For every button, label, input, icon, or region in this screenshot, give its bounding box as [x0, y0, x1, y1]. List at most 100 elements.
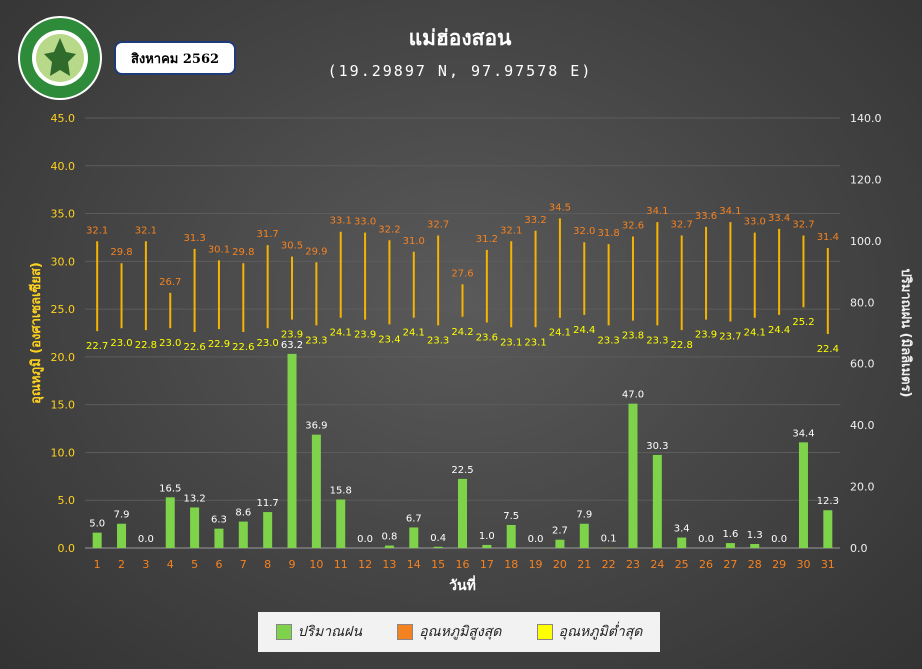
y-right-tick-label: 100.0 — [850, 235, 882, 248]
rain-bar — [652, 454, 662, 548]
tmin-value-label: 24.1 — [403, 328, 425, 339]
rain-value-label: 1.3 — [747, 530, 763, 541]
legend-item-tmin: อุณหภูมิต่ำสุด — [536, 621, 643, 643]
y-left-tick-label: 0.0 — [58, 542, 76, 555]
tmax-value-label: 31.2 — [476, 234, 498, 245]
rain-value-label: 0.0 — [771, 534, 787, 545]
tmax-value-label: 33.1 — [330, 216, 352, 227]
x-tick-label: 18 — [504, 558, 518, 571]
tmin-value-label: 22.6 — [232, 342, 254, 353]
tmin-value-label: 22.4 — [817, 344, 839, 355]
rain-value-label: 22.5 — [451, 465, 473, 476]
rain-bar — [506, 524, 516, 548]
legend-label-tmin: อุณหภูมิต่ำสุด — [558, 624, 643, 640]
rain-bar — [384, 545, 394, 548]
x-tick-label: 28 — [748, 558, 762, 571]
rain-bar — [750, 544, 760, 548]
x-tick-label: 3 — [142, 558, 149, 571]
x-tick-label: 5 — [191, 558, 198, 571]
tmin-value-label: 23.7 — [719, 332, 741, 343]
legend-label-tmax: อุณหภูมิสูงสุด — [419, 624, 502, 640]
tmin-value-label: 23.1 — [500, 337, 522, 348]
month-badge: สิงหาคม 2562 — [114, 41, 236, 75]
rain-bar — [117, 523, 127, 548]
tmax-value-label: 26.7 — [159, 277, 181, 288]
rain-bar — [190, 507, 200, 548]
legend-item-rain: ปริมาณฝน — [275, 621, 362, 643]
tmax-value-label: 27.6 — [451, 268, 473, 279]
tmax-value-label: 32.1 — [135, 225, 157, 236]
tmin-value-label: 22.8 — [135, 340, 157, 351]
tmin-value-label: 23.9 — [281, 330, 303, 341]
rain-bar — [92, 532, 102, 548]
tmax-value-label: 32.6 — [622, 220, 644, 231]
tmin-value-label: 22.9 — [208, 339, 230, 350]
chart-subtitle: (19.29897 N, 97.97578 E) — [327, 62, 593, 80]
rain-bar — [677, 537, 687, 548]
x-tick-label: 9 — [289, 558, 296, 571]
y-right-axis-title: ปริมาณฝน (มิลลิเมตร) — [898, 268, 913, 397]
tmax-value-label: 33.2 — [524, 215, 546, 226]
rain-bar — [214, 528, 224, 548]
rain-value-label: 11.7 — [257, 498, 279, 509]
y-left-tick-label: 15.0 — [51, 399, 76, 412]
y-right-tick-label: 60.0 — [850, 358, 875, 371]
rain-value-label: 30.3 — [646, 441, 668, 452]
y-right-tick-label: 140.0 — [850, 112, 882, 125]
rain-value-label: 63.2 — [281, 340, 303, 351]
tmax-value-label: 32.7 — [427, 220, 449, 231]
x-tick-label: 2 — [118, 558, 125, 571]
x-tick-label: 27 — [723, 558, 737, 571]
rain-value-label: 7.9 — [576, 510, 592, 521]
rain-value-label: 36.9 — [305, 421, 327, 432]
tmin-value-label: 25.2 — [792, 317, 814, 328]
x-tick-label: 11 — [334, 558, 348, 571]
rain-value-label: 0.0 — [528, 534, 544, 545]
rain-value-label: 1.0 — [479, 531, 495, 542]
rain-value-label: 47.0 — [622, 390, 644, 401]
rain-bar — [433, 546, 443, 548]
x-tick-label: 25 — [675, 558, 689, 571]
tmin-value-label: 23.1 — [524, 337, 546, 348]
rain-bar — [458, 478, 467, 548]
tmax-value-label: 31.3 — [183, 233, 205, 244]
rain-value-label: 12.3 — [817, 496, 839, 507]
rain-value-label: 0.1 — [601, 534, 617, 545]
x-tick-label: 13 — [382, 558, 396, 571]
x-tick-label: 26 — [699, 558, 713, 571]
tmax-value-label: 34.1 — [719, 206, 741, 217]
x-tick-label: 15 — [431, 558, 445, 571]
y-left-tick-label: 5.0 — [58, 494, 76, 507]
rain-value-label: 8.6 — [235, 508, 251, 519]
tmin-value-label: 23.3 — [427, 335, 449, 346]
rain-value-label: 34.4 — [792, 428, 814, 439]
rain-value-label: 5.0 — [89, 519, 105, 530]
x-tick-label: 4 — [167, 558, 174, 571]
tmin-value-label: 24.4 — [573, 325, 595, 336]
y-left-tick-label: 40.0 — [51, 160, 76, 173]
rain-bar — [725, 543, 735, 548]
x-axis-title: วันที่ — [449, 575, 476, 594]
y-left-tick-label: 35.0 — [51, 208, 76, 221]
y-right-tick-label: 0.0 — [850, 542, 868, 555]
rain-value-label: 2.7 — [552, 526, 568, 537]
tmax-value-label: 32.7 — [671, 220, 693, 231]
rain-value-label: 0.0 — [357, 534, 373, 545]
tmax-value-label: 32.7 — [792, 220, 814, 231]
x-tick-label: 10 — [309, 558, 323, 571]
tmin-value-label: 23.3 — [646, 335, 668, 346]
rain-bar — [628, 403, 638, 548]
y-left-tick-label: 30.0 — [51, 255, 76, 268]
tmax-value-label: 32.1 — [500, 225, 522, 236]
rain-bar — [238, 521, 248, 548]
y-right-tick-label: 20.0 — [850, 481, 875, 494]
x-tick-label: 6 — [215, 558, 222, 571]
legend-swatch-rain — [275, 624, 292, 640]
legend-swatch-tmax — [397, 624, 414, 640]
tmin-value-label: 23.6 — [476, 332, 498, 343]
tmax-value-label: 29.9 — [305, 246, 327, 257]
rain-bar — [409, 527, 419, 548]
rain-bar — [165, 497, 175, 548]
tmin-value-label: 23.9 — [695, 330, 717, 341]
tmax-value-label: 34.5 — [549, 202, 571, 213]
